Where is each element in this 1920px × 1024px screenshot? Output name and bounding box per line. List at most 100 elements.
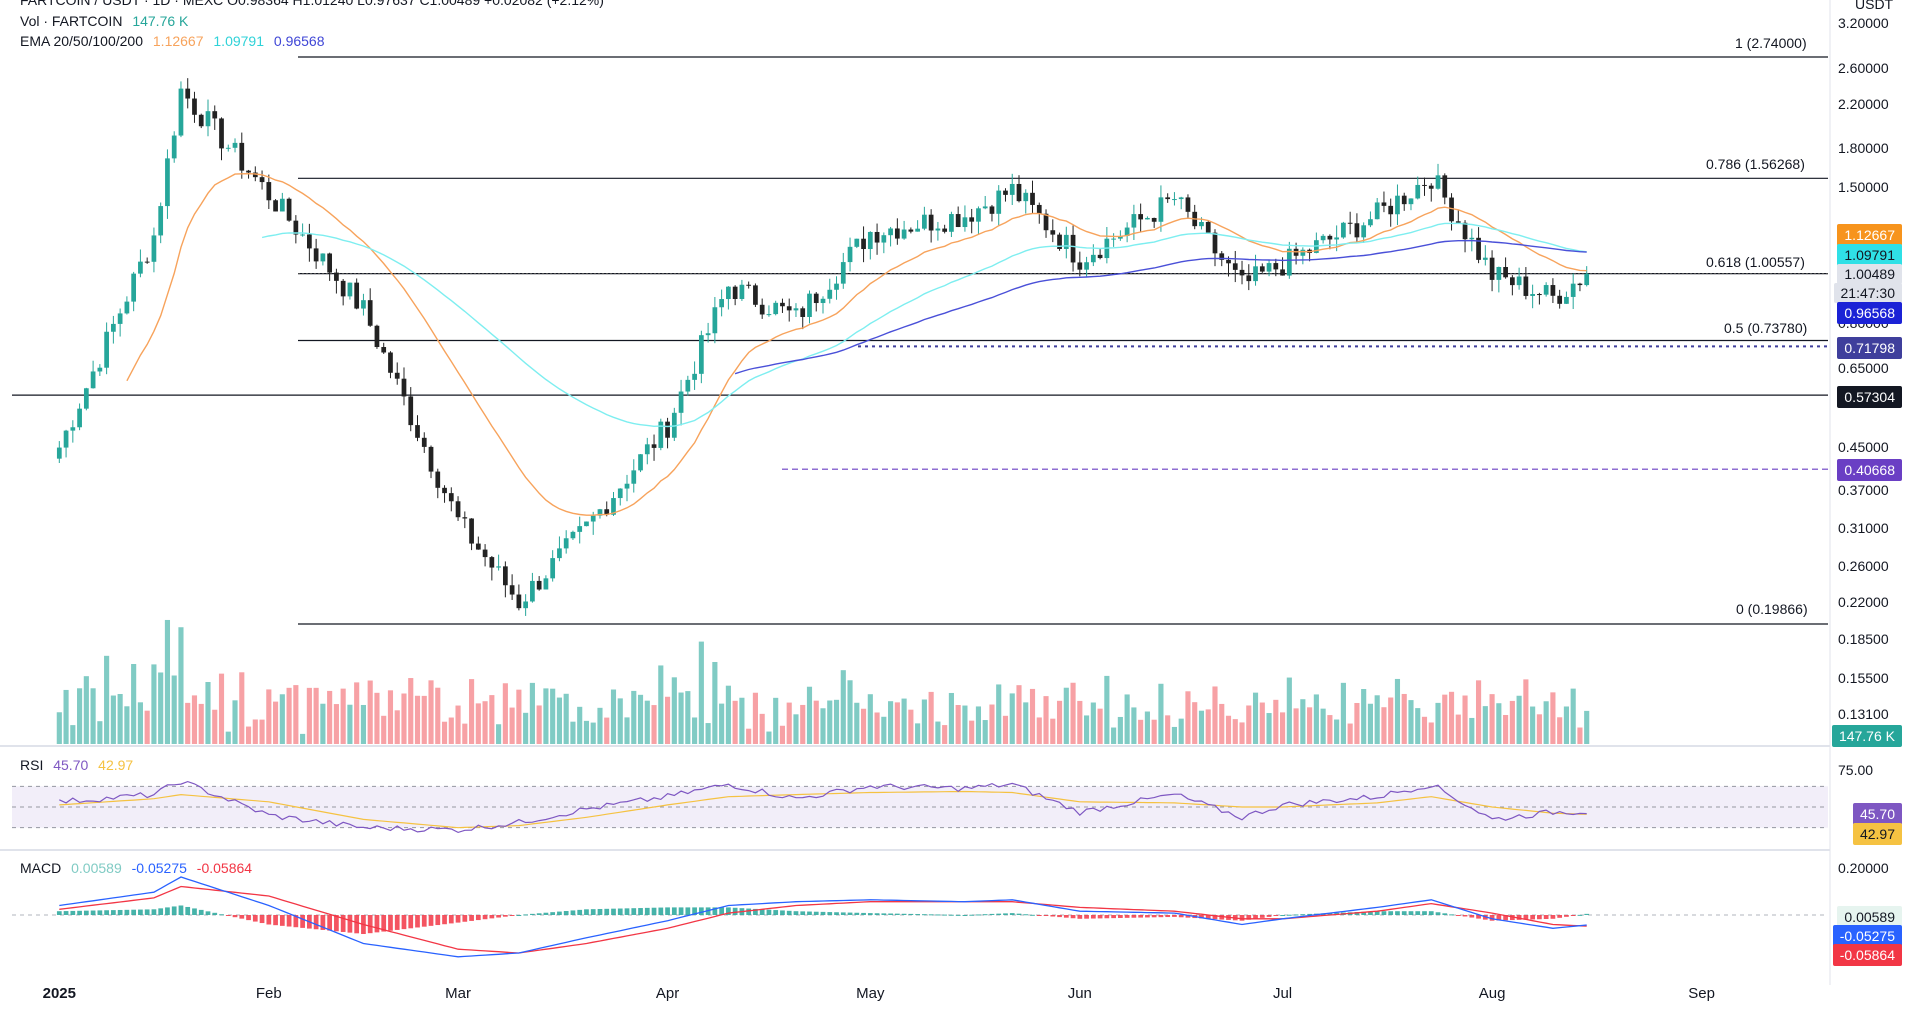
candle-body [354, 282, 360, 309]
volume-bar [333, 704, 339, 744]
candle-body [976, 208, 981, 222]
candle-body [1557, 295, 1563, 304]
macd-histogram-bar [1158, 915, 1164, 918]
macd-histogram-bar [239, 915, 245, 919]
volume-bar [1307, 707, 1313, 744]
candle-body [1084, 262, 1089, 270]
macd-histogram-bar [881, 913, 887, 915]
candle-body [543, 578, 549, 590]
volume-bar [1131, 707, 1137, 744]
volume-bar [1280, 712, 1286, 744]
candle-body [171, 135, 177, 159]
macd-histogram-bar [1577, 914, 1583, 916]
candle-body [131, 273, 137, 302]
volume-bar [908, 709, 914, 744]
volume-bar [313, 687, 319, 744]
macd-histogram-bar [1043, 915, 1049, 916]
candle-body [557, 548, 562, 559]
candle-body [151, 235, 157, 262]
volume-bar [955, 705, 961, 744]
macd-histogram-bar [1537, 915, 1542, 920]
macd-histogram-bar [1368, 911, 1373, 915]
candle-body [111, 323, 116, 332]
candle-body [1009, 183, 1015, 195]
macd-histogram-bar [624, 908, 630, 915]
candle-body [692, 373, 697, 380]
candle-body [766, 314, 772, 316]
candle-body [1158, 197, 1164, 222]
macd-histogram-bar [976, 914, 981, 916]
macd-histogram-bar [401, 915, 407, 930]
volume-bar [1009, 693, 1015, 744]
volume-bar [218, 673, 225, 744]
candle-body [563, 538, 569, 549]
volume-bar [590, 722, 596, 744]
volume-bar [1584, 710, 1590, 744]
candle-body [1361, 225, 1367, 238]
candle-body [1570, 283, 1576, 297]
candle-body [482, 549, 488, 558]
candle-body [70, 427, 76, 431]
volume-bar [989, 704, 995, 744]
candle-body [1543, 285, 1549, 295]
macd-histogram-bar [1550, 915, 1556, 919]
candle-body [1469, 237, 1475, 240]
candle-body [739, 284, 745, 300]
macd-histogram-bar [475, 915, 481, 921]
candle-body [813, 293, 819, 304]
volume-bar [1070, 682, 1076, 744]
candle-body [1300, 249, 1306, 256]
macd-histogram-bar [644, 907, 650, 915]
volume-bar [1050, 718, 1056, 744]
candle-body [394, 372, 400, 379]
candle-body [1550, 285, 1556, 296]
candle-body [1523, 276, 1529, 296]
volume-bar [732, 700, 738, 744]
macd-histogram-bar [1516, 915, 1522, 920]
volume-bar [1117, 716, 1123, 744]
volume-bar [286, 687, 292, 744]
volume-bar [374, 692, 380, 744]
candle-body [340, 280, 346, 297]
candle-body [942, 228, 948, 232]
volume-bar [198, 703, 204, 744]
candle-body [604, 509, 610, 515]
candle-body [401, 378, 407, 397]
price-tick: 0.45000 [1838, 439, 1889, 456]
candle-body [90, 371, 96, 389]
macd-histogram-bar [1570, 915, 1576, 916]
macd-histogram-bar [1003, 913, 1008, 915]
volume-bar [1016, 685, 1022, 744]
candle-body [874, 231, 880, 243]
candle-body [570, 531, 576, 539]
price-tick: 0.15500 [1838, 669, 1889, 686]
volume-bar [1192, 702, 1198, 744]
candle-body [590, 515, 596, 522]
candle-body [1368, 219, 1373, 226]
fib-label-1: 1 (2.74000) [1735, 35, 1807, 51]
macd-histogram-bar [1354, 912, 1360, 915]
candle-body [800, 308, 806, 317]
fib-label-05: 0.5 (0.73780) [1724, 320, 1808, 336]
volume-bar [1151, 719, 1157, 744]
candle-body [205, 111, 211, 127]
macd-histogram-bar [1442, 913, 1448, 915]
macd-histogram-bar [1388, 911, 1394, 915]
volume-bar [854, 702, 860, 744]
macd-histogram-bar [786, 910, 792, 915]
candle-body [1273, 263, 1279, 270]
volume-bar [604, 717, 610, 744]
price-tick: 2.20000 [1838, 96, 1889, 113]
volume-bar [969, 720, 975, 744]
level-071798-tag: 0.71798 [1837, 337, 1902, 359]
macd-histogram-bar [597, 908, 603, 915]
macd-histogram-bar [1395, 911, 1400, 915]
volume-bar [766, 731, 772, 744]
volume-bar [1252, 692, 1259, 744]
macd-histogram-bar [496, 915, 501, 918]
price-tick: 0.18500 [1838, 631, 1889, 648]
candle-body [334, 272, 339, 281]
volume-bar [381, 715, 387, 744]
macd-histogram-bar [1036, 915, 1042, 916]
